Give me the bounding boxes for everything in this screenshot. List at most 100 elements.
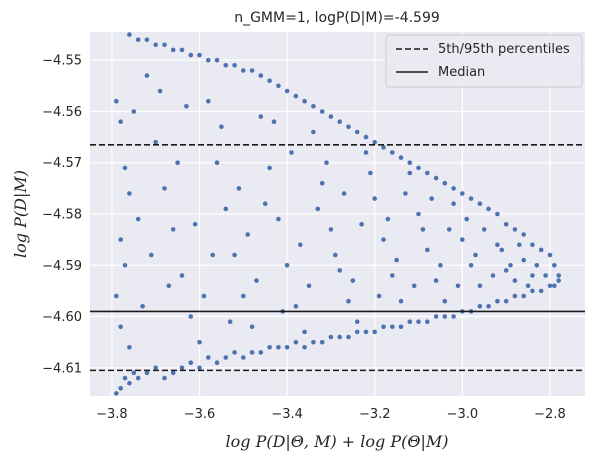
data-point (311, 129, 316, 135)
data-point (184, 104, 189, 109)
data-point (254, 278, 259, 283)
data-point (534, 263, 540, 268)
data-point (118, 237, 123, 242)
data-point (416, 165, 421, 171)
data-point (122, 263, 128, 268)
data-point (192, 222, 198, 227)
data-point (324, 160, 329, 165)
y-tick-label: −4.57 (42, 156, 82, 171)
y-axis-title: log P(D|M) (11, 170, 30, 258)
data-point (363, 134, 369, 140)
data-point (258, 73, 264, 78)
data-point (258, 114, 264, 119)
data-point (477, 304, 483, 309)
data-point (543, 273, 548, 278)
data-point (468, 263, 474, 268)
data-point (210, 252, 215, 258)
data-point (438, 263, 443, 268)
data-point (359, 222, 364, 227)
data-point (114, 293, 119, 299)
data-point (175, 160, 180, 165)
data-point (455, 283, 461, 289)
data-point (166, 283, 172, 289)
data-point (293, 304, 299, 309)
data-point (249, 350, 255, 355)
data-point (118, 386, 123, 391)
data-point (473, 252, 478, 258)
data-point (368, 170, 373, 176)
data-point (521, 257, 526, 263)
data-point (503, 268, 509, 273)
data-point (306, 283, 312, 289)
data-point (144, 370, 150, 376)
data-point (127, 345, 132, 350)
data-point (131, 370, 137, 376)
data-point (179, 47, 185, 53)
data-point (223, 206, 229, 212)
data-point (298, 242, 303, 248)
data-point (460, 237, 465, 242)
data-point (122, 375, 128, 381)
data-point (503, 298, 509, 304)
data-point (525, 283, 531, 289)
data-point (451, 314, 456, 319)
data-point (433, 175, 439, 181)
data-point (390, 150, 395, 155)
data-point (127, 380, 132, 386)
data-point (376, 293, 382, 299)
x-tick-label: −3.2 (359, 407, 391, 422)
data-point (188, 360, 194, 366)
data-point (495, 298, 500, 304)
data-point (403, 191, 408, 196)
data-point (486, 206, 491, 212)
data-point (284, 263, 290, 268)
data-point (197, 52, 202, 58)
data-point (197, 339, 202, 345)
data-point (214, 360, 220, 366)
data-point (276, 216, 281, 222)
data-point (372, 196, 378, 201)
data-point (460, 191, 465, 196)
data-point (433, 314, 439, 319)
data-point (398, 298, 404, 304)
data-point (416, 319, 421, 325)
x-tick-label: −3.4 (271, 407, 303, 422)
data-point (495, 211, 500, 217)
y-tick-label: −4.55 (42, 54, 82, 69)
data-point (420, 227, 426, 232)
data-point (477, 283, 483, 289)
x-tick-label: −3.8 (96, 407, 128, 422)
data-point (249, 324, 255, 330)
y-tick-label: −4.56 (42, 105, 82, 120)
data-point (144, 37, 150, 42)
x-axis-title: log P(D|Θ, M) + log P(Θ|M) (225, 432, 448, 451)
data-point (206, 98, 211, 104)
data-point (144, 73, 150, 78)
data-point (350, 278, 356, 283)
x-tick-label: −3.0 (447, 407, 479, 422)
data-point (153, 139, 158, 145)
data-point (135, 216, 141, 222)
data-point (442, 180, 448, 186)
data-point (293, 93, 299, 99)
data-point (508, 263, 513, 268)
data-point (425, 247, 430, 253)
data-point (464, 216, 470, 222)
data-point (556, 278, 561, 283)
data-point (530, 273, 535, 278)
data-point (354, 319, 360, 325)
data-point (157, 88, 163, 94)
data-point (170, 370, 176, 376)
data-point (153, 365, 158, 371)
data-point (442, 298, 448, 304)
data-point (114, 391, 119, 396)
data-point (127, 191, 132, 196)
data-point (446, 227, 452, 232)
data-point (232, 63, 237, 68)
data-point (556, 273, 561, 278)
y-tick-label: −4.60 (42, 310, 82, 325)
data-point (232, 252, 237, 258)
y-tick-label: −4.58 (42, 208, 82, 223)
data-point (122, 165, 128, 171)
data-point (372, 329, 378, 335)
